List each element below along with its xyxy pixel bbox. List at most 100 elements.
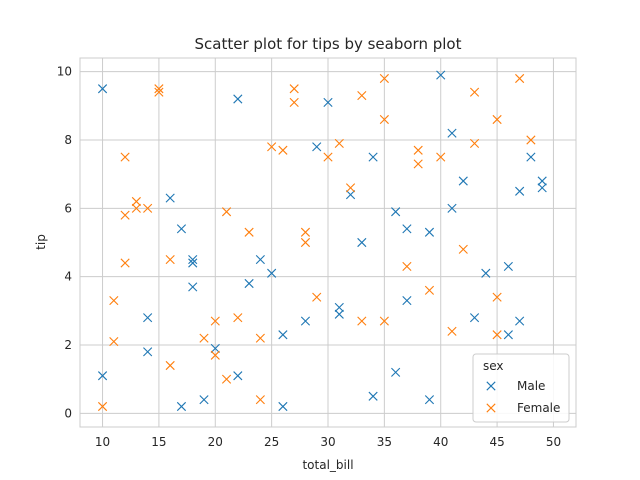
point-male bbox=[503, 330, 513, 340]
point-male bbox=[402, 224, 412, 234]
point-female bbox=[244, 227, 254, 237]
x-tick-label: 20 bbox=[208, 435, 223, 449]
y-tick-label: 6 bbox=[64, 201, 72, 215]
point-male bbox=[334, 309, 344, 319]
x-tick-label: 25 bbox=[264, 435, 279, 449]
point-male bbox=[424, 395, 435, 405]
point-female bbox=[199, 333, 209, 343]
point-male bbox=[233, 371, 243, 381]
point-female bbox=[357, 316, 367, 326]
point-male bbox=[481, 268, 491, 278]
point-male bbox=[278, 330, 288, 340]
point-male bbox=[424, 227, 435, 237]
point-female bbox=[120, 210, 130, 220]
y-tick-label: 0 bbox=[64, 406, 72, 420]
point-male bbox=[515, 186, 525, 196]
point-female bbox=[131, 203, 141, 213]
x-tick-label: 50 bbox=[546, 435, 561, 449]
x-tick-label: 30 bbox=[320, 435, 335, 449]
point-male bbox=[357, 237, 367, 248]
point-female bbox=[357, 90, 367, 101]
point-male bbox=[97, 84, 108, 94]
point-female bbox=[515, 73, 525, 84]
point-female bbox=[492, 292, 502, 302]
point-female bbox=[154, 84, 164, 94]
point-female bbox=[131, 196, 141, 207]
legend-marker-male bbox=[486, 381, 496, 391]
point-female bbox=[109, 336, 119, 347]
point-female bbox=[97, 401, 108, 412]
legend: sex Male Female bbox=[472, 353, 570, 423]
point-male bbox=[537, 183, 547, 193]
point-female bbox=[424, 285, 435, 295]
point-female bbox=[379, 73, 389, 84]
point-male bbox=[368, 391, 378, 401]
legend-marker-x-male bbox=[486, 381, 496, 391]
legend-marker-female bbox=[486, 403, 496, 413]
y-tick-label: 2 bbox=[64, 338, 72, 352]
point-male bbox=[345, 190, 356, 200]
point-female bbox=[413, 159, 423, 169]
point-male bbox=[255, 254, 265, 265]
point-male bbox=[402, 295, 412, 306]
data-points bbox=[97, 70, 547, 412]
point-female bbox=[109, 295, 119, 306]
point-male bbox=[526, 152, 536, 162]
tick-labels: 10 15 20 25 30 35 40 45 50 0 2 4 6 8 10 bbox=[57, 65, 561, 449]
chart-title: Scatter plot for tips by seaborn plot bbox=[195, 35, 462, 53]
point-female bbox=[469, 87, 480, 97]
point-male bbox=[210, 343, 220, 354]
point-male bbox=[176, 224, 187, 234]
point-male bbox=[188, 254, 198, 265]
point-male bbox=[447, 128, 457, 138]
point-female bbox=[447, 326, 457, 336]
point-female bbox=[210, 350, 220, 360]
point-female bbox=[492, 330, 502, 340]
legend-label-male: Male bbox=[517, 379, 545, 393]
point-male bbox=[176, 401, 187, 412]
plot-frame bbox=[79, 57, 577, 428]
point-male bbox=[391, 367, 401, 377]
point-female bbox=[300, 227, 311, 237]
y-tick-label: 8 bbox=[64, 133, 72, 147]
legend-box bbox=[472, 353, 570, 423]
point-female bbox=[154, 87, 164, 97]
point-male bbox=[143, 347, 153, 357]
point-female bbox=[469, 138, 480, 149]
point-female bbox=[165, 360, 175, 371]
x-axis-label: total_bill bbox=[302, 458, 353, 472]
point-female bbox=[289, 97, 299, 108]
point-female bbox=[255, 395, 265, 405]
point-male bbox=[188, 282, 198, 292]
point-female bbox=[233, 313, 243, 323]
point-male bbox=[469, 313, 480, 323]
point-male bbox=[244, 278, 254, 289]
point-female bbox=[312, 292, 322, 302]
point-female bbox=[120, 258, 130, 268]
point-male bbox=[368, 152, 378, 162]
point-male bbox=[436, 70, 446, 80]
point-male bbox=[323, 97, 333, 108]
legend-title: sex bbox=[483, 359, 504, 373]
point-female bbox=[402, 261, 412, 272]
point-female bbox=[255, 333, 265, 343]
point-female bbox=[221, 207, 232, 217]
y-axis-label: tip bbox=[34, 234, 48, 250]
point-female bbox=[267, 142, 277, 152]
x-tick-label: 40 bbox=[433, 435, 448, 449]
point-male bbox=[458, 176, 468, 186]
point-male bbox=[143, 313, 153, 323]
point-male bbox=[503, 261, 513, 272]
point-male bbox=[267, 268, 277, 278]
point-female bbox=[120, 152, 130, 162]
point-male bbox=[278, 401, 288, 412]
point-female bbox=[413, 145, 423, 155]
point-female bbox=[165, 254, 175, 265]
point-male bbox=[199, 395, 209, 405]
point-male bbox=[97, 371, 108, 381]
x-tick-label: 15 bbox=[151, 435, 166, 449]
point-female bbox=[379, 316, 389, 326]
point-male bbox=[165, 193, 175, 203]
point-male bbox=[233, 94, 243, 104]
